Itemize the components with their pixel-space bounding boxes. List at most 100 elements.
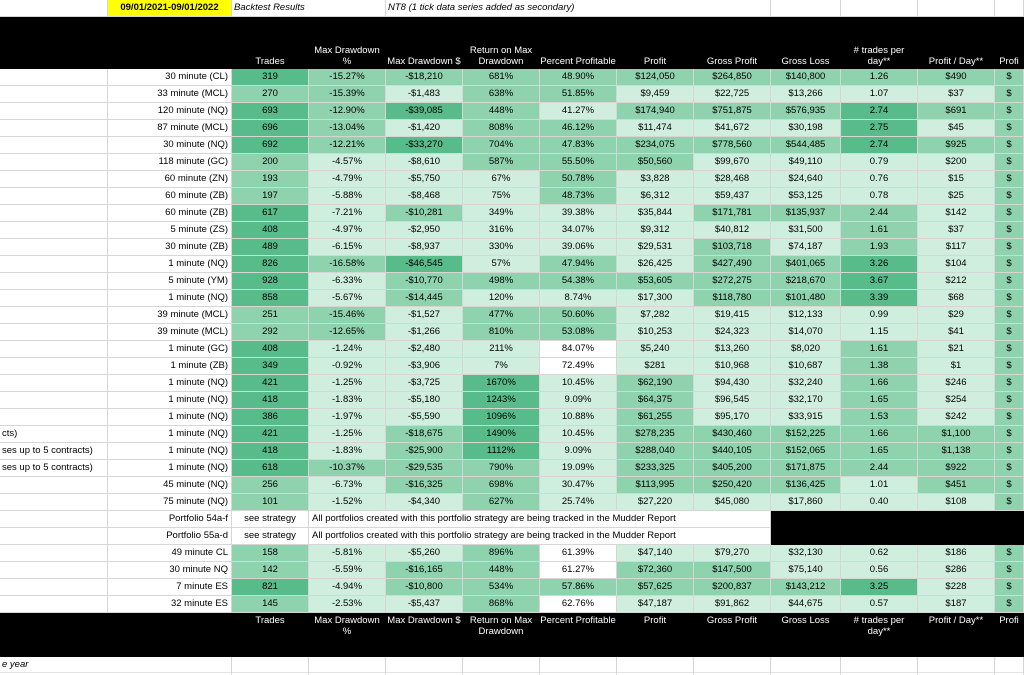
data-cell[interactable]: $: [995, 205, 1024, 222]
data-cell[interactable]: $254: [918, 392, 995, 409]
data-cell[interactable]: $9,312: [617, 222, 694, 239]
row-note-cell[interactable]: [0, 596, 108, 613]
data-cell[interactable]: 0.57: [841, 596, 918, 613]
data-cell[interactable]: $142: [918, 205, 995, 222]
data-cell[interactable]: 498%: [463, 273, 540, 290]
data-cell[interactable]: 1.01: [841, 477, 918, 494]
data-cell[interactable]: 316%: [463, 222, 540, 239]
data-cell[interactable]: $72,360: [617, 562, 694, 579]
data-cell[interactable]: 0.40: [841, 494, 918, 511]
row-note-cell[interactable]: [0, 562, 108, 579]
data-cell[interactable]: $: [995, 494, 1024, 511]
data-cell[interactable]: $45,080: [694, 494, 771, 511]
data-cell[interactable]: 2.74: [841, 103, 918, 120]
data-cell[interactable]: 0.62: [841, 545, 918, 562]
data-cell[interactable]: $152,225: [771, 426, 841, 443]
header-percent-profitable[interactable]: Percent Profitable: [540, 17, 617, 69]
data-cell[interactable]: 2.44: [841, 205, 918, 222]
portfolio-name-cell[interactable]: Portfolio 54a-f: [108, 511, 232, 528]
data-cell[interactable]: 51.85%: [540, 86, 617, 103]
data-cell[interactable]: 704%: [463, 137, 540, 154]
backtest-label[interactable]: Backtest Results: [232, 0, 386, 17]
data-cell[interactable]: $104: [918, 256, 995, 273]
data-cell[interactable]: 197: [232, 188, 309, 205]
data-cell[interactable]: $27,220: [617, 494, 694, 511]
data-cell[interactable]: -12.21%: [309, 137, 386, 154]
blank-cell[interactable]: [694, 672, 771, 675]
strategy-name-cell[interactable]: 60 minute (ZN): [108, 171, 232, 188]
data-cell[interactable]: -$1,420: [386, 120, 463, 137]
data-cell[interactable]: $544,485: [771, 137, 841, 154]
data-cell[interactable]: -12.65%: [309, 324, 386, 341]
data-cell[interactable]: -$18,675: [386, 426, 463, 443]
data-cell[interactable]: $278,235: [617, 426, 694, 443]
data-cell[interactable]: $117: [918, 239, 995, 256]
data-cell[interactable]: 421: [232, 426, 309, 443]
data-cell[interactable]: $103,718: [694, 239, 771, 256]
data-cell[interactable]: $1,138: [918, 443, 995, 460]
row-note-cell[interactable]: [0, 341, 108, 358]
data-cell[interactable]: 57%: [463, 256, 540, 273]
data-cell[interactable]: 418: [232, 392, 309, 409]
black-fill-cell[interactable]: [841, 511, 918, 528]
data-cell[interactable]: -$8,937: [386, 239, 463, 256]
data-cell[interactable]: $29: [918, 307, 995, 324]
row-note-cell[interactable]: [0, 120, 108, 137]
data-cell[interactable]: $576,935: [771, 103, 841, 120]
data-cell[interactable]: $95,170: [694, 409, 771, 426]
data-cell[interactable]: -1.83%: [309, 392, 386, 409]
data-cell[interactable]: 2.75: [841, 120, 918, 137]
header-profi[interactable]: Profi: [995, 17, 1024, 69]
data-cell[interactable]: -1.52%: [309, 494, 386, 511]
data-cell[interactable]: $17,300: [617, 290, 694, 307]
strategy-name-cell[interactable]: 39 minute (MCL): [108, 324, 232, 341]
data-cell[interactable]: $14,070: [771, 324, 841, 341]
row-note-cell[interactable]: [0, 511, 108, 528]
header-max-drawdown-[interactable]: Max Drawdown $: [386, 613, 463, 657]
data-cell[interactable]: $45: [918, 120, 995, 137]
data-cell[interactable]: 0.56: [841, 562, 918, 579]
data-cell[interactable]: $264,850: [694, 69, 771, 86]
data-cell[interactable]: $35,844: [617, 205, 694, 222]
data-cell[interactable]: 10.45%: [540, 426, 617, 443]
data-cell[interactable]: -$10,281: [386, 205, 463, 222]
data-cell[interactable]: 39.06%: [540, 239, 617, 256]
data-cell[interactable]: $31,500: [771, 222, 841, 239]
data-cell[interactable]: $: [995, 290, 1024, 307]
row-note-cell[interactable]: [0, 375, 108, 392]
header-blank[interactable]: [108, 613, 232, 657]
header-percent-profitable[interactable]: Percent Profitable: [540, 613, 617, 657]
data-cell[interactable]: $13,260: [694, 341, 771, 358]
black-fill-cell[interactable]: [918, 528, 995, 545]
data-cell[interactable]: 627%: [463, 494, 540, 511]
row-note-cell[interactable]: [0, 358, 108, 375]
data-cell[interactable]: 1.07: [841, 86, 918, 103]
data-cell[interactable]: 251: [232, 307, 309, 324]
data-cell[interactable]: $288,040: [617, 443, 694, 460]
strategy-name-cell[interactable]: 120 minute (NQ): [108, 103, 232, 120]
data-cell[interactable]: -$1,483: [386, 86, 463, 103]
data-cell[interactable]: 0.76: [841, 171, 918, 188]
data-cell[interactable]: 3.39: [841, 290, 918, 307]
header-profi[interactable]: Profi: [995, 613, 1024, 657]
data-cell[interactable]: $228: [918, 579, 995, 596]
header-profit-day-[interactable]: Profit / Day**: [918, 17, 995, 69]
data-cell[interactable]: -$16,325: [386, 477, 463, 494]
data-cell[interactable]: -$10,770: [386, 273, 463, 290]
data-cell[interactable]: 200: [232, 154, 309, 171]
data-cell[interactable]: $: [995, 562, 1024, 579]
date-range-cell[interactable]: 09/01/2021-09/01/2022: [108, 0, 232, 17]
strategy-name-cell[interactable]: 5 minute (YM): [108, 273, 232, 290]
data-cell[interactable]: 1.61: [841, 341, 918, 358]
data-cell[interactable]: -6.33%: [309, 273, 386, 290]
data-cell[interactable]: $234,075: [617, 137, 694, 154]
data-cell[interactable]: $28,468: [694, 171, 771, 188]
data-cell[interactable]: -1.83%: [309, 443, 386, 460]
data-cell[interactable]: -1.24%: [309, 341, 386, 358]
data-cell[interactable]: -$3,725: [386, 375, 463, 392]
data-cell[interactable]: 1.61: [841, 222, 918, 239]
data-cell[interactable]: -$10,800: [386, 579, 463, 596]
row-note-cell[interactable]: [0, 409, 108, 426]
data-cell[interactable]: 349: [232, 358, 309, 375]
